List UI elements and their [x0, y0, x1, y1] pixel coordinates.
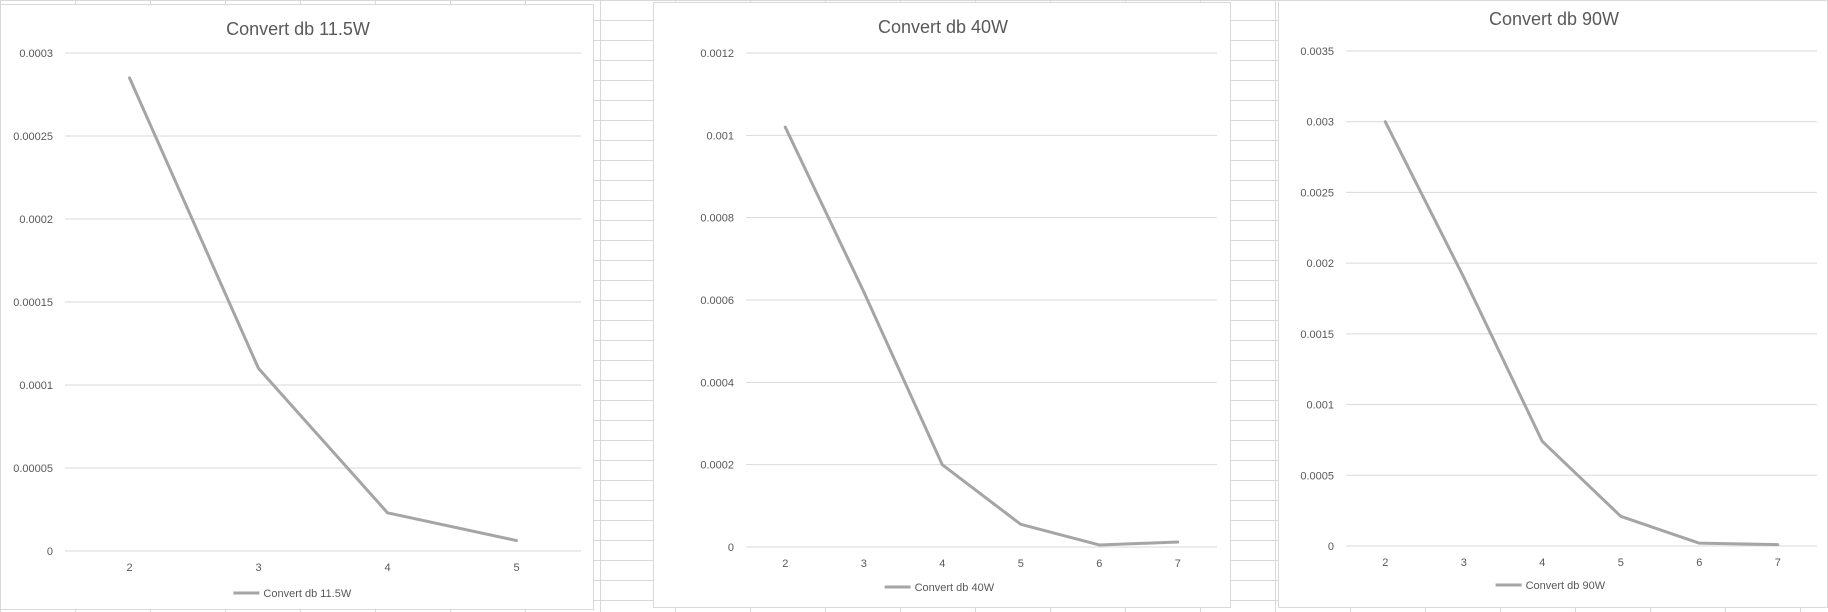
series-line [783, 125, 1180, 547]
y-tick-label: 0.0006 [700, 295, 734, 307]
legend[interactable]: Convert db 90W [1495, 580, 1606, 592]
chart-panel-11-5w[interactable]: Convert db 11.5W 0 0.00005 0.0001 0.00015 0.0… [0, 4, 594, 610]
y-tick-label: 0.002 [1306, 258, 1334, 270]
x-tick-label: 3 [255, 562, 261, 574]
x-tick-label: 7 [1775, 557, 1781, 569]
y-tick-label: 0.00015 [13, 297, 53, 309]
y-tick-label: 0.001 [1306, 400, 1334, 412]
x-tick-label: 5 [1018, 558, 1024, 570]
x-tick-label: 4 [1539, 557, 1545, 569]
legend[interactable]: Convert db 11.5W [233, 588, 352, 600]
y-tick-label: 0.001 [706, 130, 734, 142]
y-tick-label: 0.0008 [700, 213, 734, 225]
y-tick-label: 0.0012 [700, 48, 734, 60]
series-line [128, 76, 518, 543]
y-tick-label: 0.00005 [13, 463, 53, 475]
chart-svg-90w: Convert db 90W 0 0.0005 0.001 0.0015 0.002 0.0… [1300, 9, 1817, 592]
y-tick-label: 0.003 [1306, 117, 1334, 129]
chart-panel-40w[interactable]: Convert db 40W 0 0.0002 0.0004 0.0006 0.0008 0… [653, 2, 1231, 608]
x-tick-label: 4 [384, 562, 390, 574]
x-tick-label: 2 [782, 558, 788, 570]
x-tick-label: 6 [1696, 557, 1702, 569]
chart-title: Convert db 90W [1489, 9, 1619, 29]
y-tick-label: 0.00025 [13, 131, 53, 143]
y-tick-label: 0.0002 [19, 214, 53, 226]
y-tick-label: 0.0002 [700, 460, 734, 472]
y-tick-label: 0.0025 [1300, 187, 1334, 199]
y-tick-label: 0.0005 [1300, 470, 1334, 482]
legend[interactable]: Convert db 40W [884, 582, 995, 594]
y-tick-label: 0.0035 [1300, 46, 1334, 58]
y-tick-label: 0.0004 [700, 377, 734, 389]
y-tick-label: 0 [47, 546, 53, 558]
series-line [1383, 120, 1780, 547]
x-tick-label: 2 [1382, 557, 1388, 569]
x-tick-label: 5 [1618, 557, 1624, 569]
y-tick-label: 0 [728, 542, 734, 554]
x-tick-label: 3 [1461, 557, 1467, 569]
y-tick-label: 0.0001 [19, 380, 53, 392]
y-tick-label: 0.0003 [19, 48, 53, 60]
legend-label: Convert db 11.5W [263, 588, 351, 600]
chart-svg-11-5w: Convert db 11.5W 0 0.00005 0.0001 0.00015 0.0… [13, 19, 581, 600]
x-tick-label: 4 [939, 558, 945, 570]
legend-label: Convert db 90W [1526, 580, 1606, 592]
chart-title: Convert db 40W [878, 17, 1008, 37]
x-tick-label: 5 [513, 562, 519, 574]
chart-panel-90w[interactable]: Convert db 90W 0 0.0005 0.001 0.0015 0.002 0.0… [1278, 0, 1828, 608]
y-tick-label: 0 [1328, 541, 1334, 553]
chart-svg-40w: Convert db 40W 0 0.0002 0.0004 0.0006 0.0008 0… [700, 17, 1217, 594]
chart-title: Convert db 11.5W [226, 19, 370, 39]
x-tick-label: 6 [1096, 558, 1102, 570]
legend-label: Convert db 40W [915, 582, 995, 594]
y-tick-label: 0.0015 [1300, 329, 1334, 341]
x-tick-label: 2 [126, 562, 132, 574]
x-tick-label: 3 [861, 558, 867, 570]
x-tick-label: 7 [1175, 558, 1181, 570]
